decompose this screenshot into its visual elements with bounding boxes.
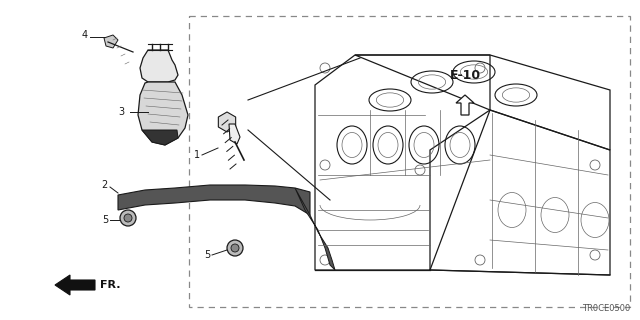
Text: 4: 4 (82, 30, 88, 40)
Circle shape (120, 210, 136, 226)
Text: 5: 5 (102, 215, 108, 225)
Circle shape (124, 214, 132, 222)
Polygon shape (229, 124, 240, 144)
Polygon shape (55, 275, 95, 295)
Bar (189, 16, 630, 307)
Polygon shape (140, 50, 178, 82)
Text: 3: 3 (118, 107, 124, 117)
Text: TR0CE0500: TR0CE0500 (582, 304, 630, 313)
Polygon shape (456, 95, 474, 115)
Text: 2: 2 (102, 180, 108, 190)
Polygon shape (118, 185, 310, 215)
Text: E-10: E-10 (449, 68, 481, 82)
Text: FR.: FR. (100, 280, 120, 290)
Circle shape (227, 240, 243, 256)
Polygon shape (295, 188, 335, 270)
Circle shape (231, 244, 239, 252)
Polygon shape (138, 82, 188, 145)
Text: 5: 5 (204, 250, 210, 260)
Text: 1: 1 (194, 150, 200, 160)
Polygon shape (218, 112, 236, 132)
Polygon shape (142, 130, 178, 145)
Polygon shape (104, 35, 118, 48)
